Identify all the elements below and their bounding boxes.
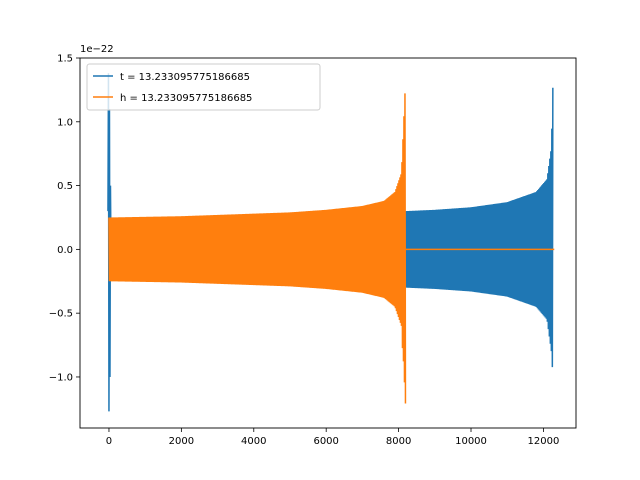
series-h-line xyxy=(108,93,407,404)
x-tick-label: 8000 xyxy=(386,436,411,447)
y-tick-label: −0.5 xyxy=(49,309,73,320)
legend-label: h = 13.233095775186685 xyxy=(120,93,252,104)
series-t-line xyxy=(405,87,554,368)
y-tick-label: −1.0 xyxy=(49,372,73,383)
legend-label: t = 13.233095775186685 xyxy=(120,72,250,83)
y-tick-label: 0.5 xyxy=(57,181,73,192)
axes-frame xyxy=(79,57,577,429)
x-tick-label: 2000 xyxy=(169,436,194,447)
x-axis: 0 2000 4000 6000 8000 10000 12000 xyxy=(106,428,560,447)
y-axis: −1.0 −0.5 0.0 0.5 1.0 1.5 xyxy=(49,54,80,383)
y-tick-label: 0.0 xyxy=(57,245,73,256)
y-tick-label: 1.0 xyxy=(57,117,73,128)
x-tick-label: 0 xyxy=(106,436,112,447)
y-axis-offset-label: 1e−22 xyxy=(80,44,114,55)
x-tick-label: 6000 xyxy=(313,436,338,447)
y-tick-label: 1.5 xyxy=(57,54,73,65)
legend-box xyxy=(86,63,321,111)
x-tick-label: 4000 xyxy=(241,436,266,447)
legend: t = 13.233095775186685 h = 13.23309577518… xyxy=(86,63,321,111)
x-tick-label: 10000 xyxy=(455,436,487,447)
x-tick-label: 12000 xyxy=(528,436,560,447)
